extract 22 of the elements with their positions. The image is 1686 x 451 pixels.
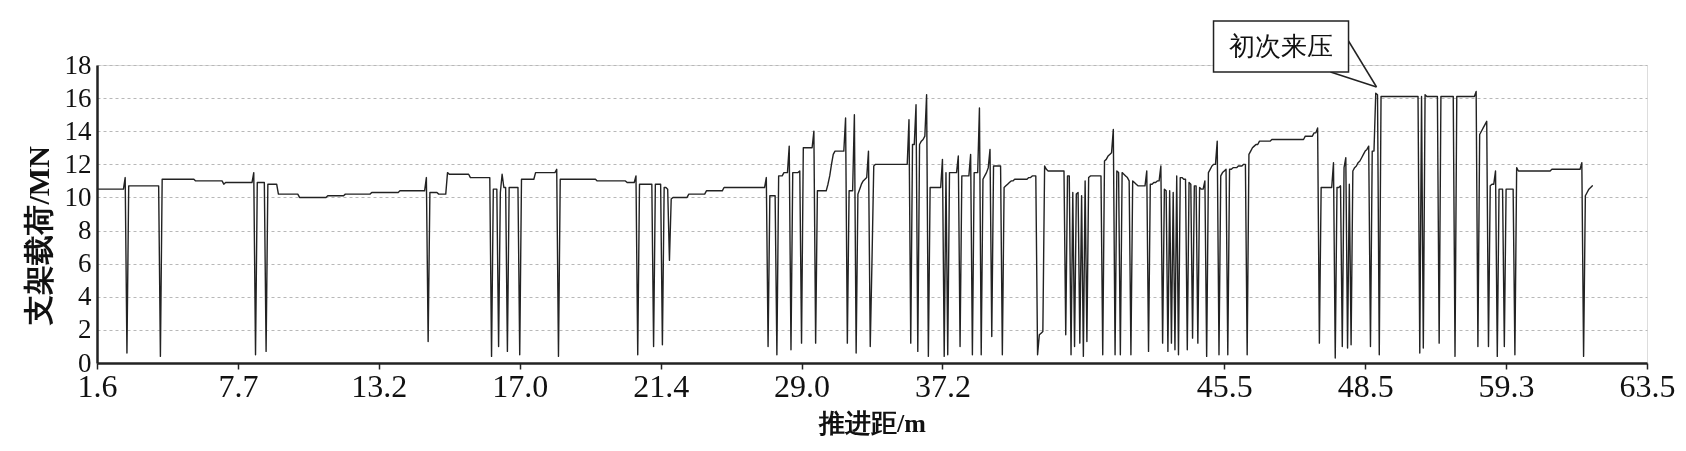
y-axis-title: 支架载荷/MN bbox=[21, 145, 55, 326]
x-tick-label: 29.0 bbox=[774, 367, 831, 404]
x-tick-label: 63.5 bbox=[1619, 367, 1676, 404]
x-tick-label: 13.2 bbox=[351, 367, 408, 404]
y-tick-label: 10 bbox=[64, 181, 92, 212]
y-tick-label: 4 bbox=[78, 281, 92, 312]
x-tick-label: 59.3 bbox=[1478, 367, 1535, 404]
x-axis-title: 推进距/m bbox=[818, 408, 927, 438]
y-tick-label: 18 bbox=[64, 49, 92, 80]
x-tick-label: 45.5 bbox=[1196, 367, 1253, 404]
x-tick-label: 48.5 bbox=[1337, 367, 1394, 404]
y-tick-label: 6 bbox=[78, 248, 92, 279]
y-tick-label: 2 bbox=[78, 314, 92, 345]
text: 初次来压 bbox=[1229, 31, 1334, 61]
y-tick-label: 12 bbox=[64, 148, 92, 179]
x-tick-label: 37.2 bbox=[914, 367, 971, 404]
y-tick-label: 16 bbox=[64, 82, 92, 113]
y-tick-label: 14 bbox=[64, 115, 92, 146]
y-tick-label: 8 bbox=[78, 215, 92, 246]
x-tick-label: 21.4 bbox=[633, 367, 690, 404]
x-tick-label: 17.0 bbox=[492, 367, 549, 404]
x-tick-label: 7.7 bbox=[218, 367, 259, 404]
